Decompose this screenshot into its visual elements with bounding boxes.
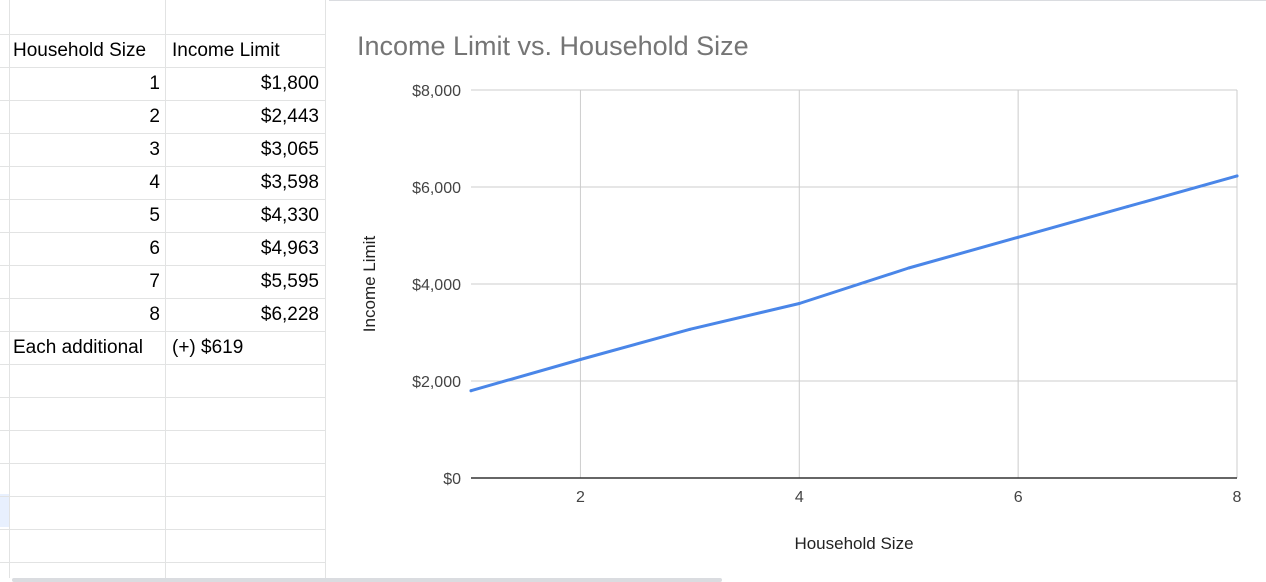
cell-household-size[interactable]: 7 — [149, 271, 160, 292]
x-tick-label: 4 — [795, 489, 804, 506]
data-point — [1235, 174, 1239, 178]
grid-line — [165, 0, 166, 578]
line-chart[interactable]: Income Limit vs. Household Size $0 $2,000 $… — [329, 0, 1266, 579]
grid-line — [0, 430, 326, 431]
selected-row-header[interactable] — [0, 494, 9, 527]
grid-line — [0, 529, 326, 530]
chart-title: Income Limit vs. Household Size — [357, 31, 749, 61]
data-point — [1016, 235, 1020, 239]
cell-income-limit[interactable]: $3,065 — [260, 139, 319, 160]
cell-household-size[interactable]: 2 — [149, 106, 160, 127]
grid-line — [0, 364, 326, 365]
grid-line — [325, 0, 326, 578]
cell-income-limit[interactable]: $6,228 — [260, 304, 319, 325]
cell-each-additional-value[interactable]: (+) $619 — [172, 337, 244, 358]
grid-line — [0, 232, 326, 233]
grid-line — [0, 463, 326, 464]
horizontal-scrollbar[interactable] — [12, 578, 722, 582]
cell-household-size[interactable]: 1 — [149, 73, 160, 94]
sheet-grid[interactable]: Household Size Income Limit 1 $1,800 2 $… — [0, 0, 328, 582]
grid-line — [0, 199, 326, 200]
cell-household-size[interactable]: 3 — [149, 139, 160, 160]
data-point — [688, 327, 692, 331]
chart-svg: Income Limit vs. Household Size $0 $2,000 $… — [357, 31, 1242, 553]
grid-line — [0, 562, 326, 563]
cell-income-limit[interactable]: $1,800 — [260, 73, 319, 94]
cell-income-limit[interactable]: $2,443 — [260, 106, 319, 127]
grid-line — [0, 265, 326, 266]
y-axis-label: Income Limit — [360, 236, 379, 333]
series-line — [469, 174, 1239, 393]
grid-line — [0, 298, 326, 299]
data-point — [907, 266, 911, 270]
cell-income-limit[interactable]: $4,330 — [260, 205, 319, 226]
cell-household-size[interactable]: 5 — [149, 205, 160, 226]
x-tick-label: 8 — [1233, 489, 1242, 506]
cell-household-size[interactable]: 8 — [149, 304, 160, 325]
grid-line — [0, 133, 326, 134]
x-tick-label: 2 — [576, 489, 585, 506]
header-household-size[interactable]: Household Size — [13, 40, 147, 61]
y-tick-label: $0 — [443, 471, 461, 488]
x-tick-label: 6 — [1014, 489, 1023, 506]
x-axis-label: Household Size — [794, 534, 913, 553]
cell-household-size[interactable]: 4 — [149, 172, 160, 193]
data-point — [1126, 205, 1130, 209]
grid-line — [0, 166, 326, 167]
cell-income-limit[interactable]: $3,598 — [260, 172, 319, 193]
y-tick-label: $2,000 — [412, 374, 461, 391]
y-tick-label: $4,000 — [412, 277, 461, 294]
cell-each-additional-label[interactable]: Each additional — [13, 337, 143, 358]
cell-income-limit[interactable]: $5,595 — [260, 271, 319, 292]
data-point — [578, 358, 582, 362]
grid-line — [0, 331, 326, 332]
grid-line — [9, 0, 10, 578]
grid-line — [0, 34, 326, 35]
y-tick-label: $8,000 — [412, 83, 461, 100]
cell-household-size[interactable]: 6 — [149, 238, 160, 259]
grid-line — [0, 397, 326, 398]
grid-line — [0, 100, 326, 101]
grid-line — [0, 496, 326, 497]
data-point — [469, 389, 473, 393]
grid-line — [0, 67, 326, 68]
y-tick-label: $6,000 — [412, 180, 461, 197]
data-point — [797, 301, 801, 305]
row-header-strip[interactable] — [0, 0, 9, 582]
header-income-limit[interactable]: Income Limit — [172, 40, 280, 61]
cell-income-limit[interactable]: $4,963 — [260, 238, 319, 259]
